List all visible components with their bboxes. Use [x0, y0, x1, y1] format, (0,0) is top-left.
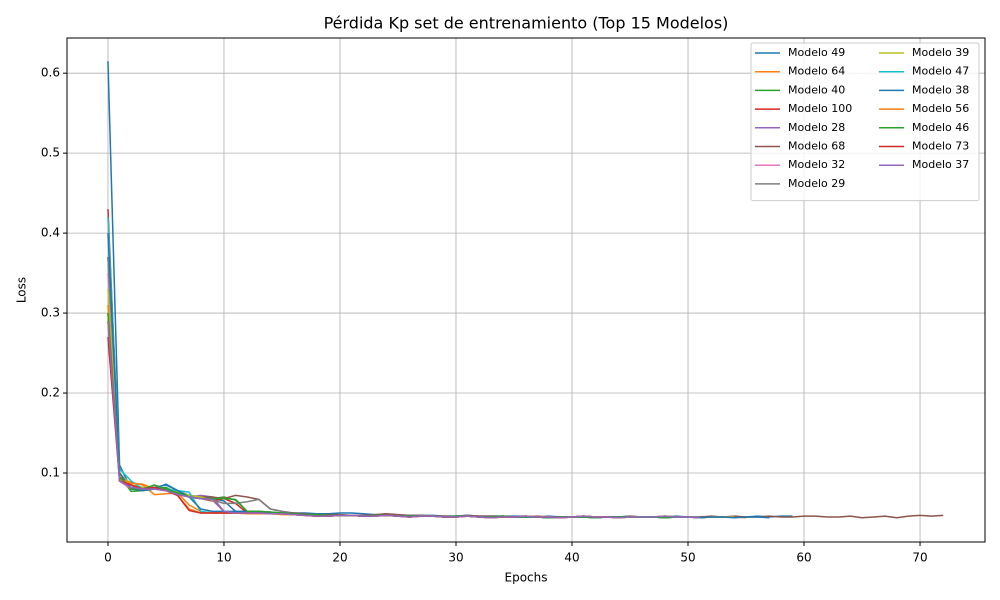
- x-tick-label: 40: [564, 551, 579, 565]
- x-tick-label: 30: [448, 551, 463, 565]
- y-axis-label: Loss: [15, 277, 29, 303]
- chart-title: Pérdida Kp set de entrenamiento (Top 15 …: [324, 14, 729, 33]
- legend-label: Modelo 56: [912, 102, 969, 115]
- x-tick-label: 20: [332, 551, 347, 565]
- legend-label: Modelo 39: [912, 46, 969, 59]
- x-tick-label: 0: [104, 551, 112, 565]
- plot-frame: [66, 37, 986, 543]
- series-line: [107, 321, 700, 519]
- legend-label: Modelo 32: [788, 158, 845, 171]
- legend-label: Modelo 49: [788, 46, 845, 59]
- x-axis-label: Epochs: [505, 571, 548, 585]
- x-tick-label: 60: [796, 551, 811, 565]
- y-tick-label: 0.4: [41, 226, 60, 240]
- x-tick-label: 50: [680, 551, 695, 565]
- legend-label: Modelo 40: [788, 83, 845, 96]
- x-tick-label: 70: [912, 551, 927, 565]
- y-tick-label: 0.1: [41, 465, 60, 479]
- legend-box: [750, 42, 980, 202]
- legend-label: Modelo 37: [912, 158, 969, 171]
- legend-label: Modelo 28: [788, 121, 845, 134]
- y-tick-label: 0.3: [41, 306, 60, 320]
- legend-label: Modelo 64: [788, 65, 845, 78]
- x-tick-label: 10: [216, 551, 231, 565]
- legend-label: Modelo 73: [912, 140, 969, 153]
- ticks: 0 10 20 30 40 50 60 70 0.1 0.2 0.3 0.4 0.5 0.6: [41, 66, 928, 565]
- legend: Modelo 49 Modelo 64 Modelo 40 Modelo 100 Mod…: [750, 42, 980, 202]
- legend-label: Modelo 46: [912, 121, 969, 134]
- legend-label: Modelo 47: [912, 65, 969, 78]
- legend-label: Modelo 68: [788, 140, 845, 153]
- y-tick-label: 0.6: [41, 66, 60, 80]
- legend-label: Modelo 38: [912, 83, 969, 96]
- y-tick-label: 0.5: [41, 146, 60, 160]
- lines: [107, 61, 944, 519]
- y-tick-label: 0.2: [41, 386, 60, 400]
- legend-label: Modelo 29: [788, 177, 845, 190]
- legend-label: Modelo 100: [788, 102, 852, 115]
